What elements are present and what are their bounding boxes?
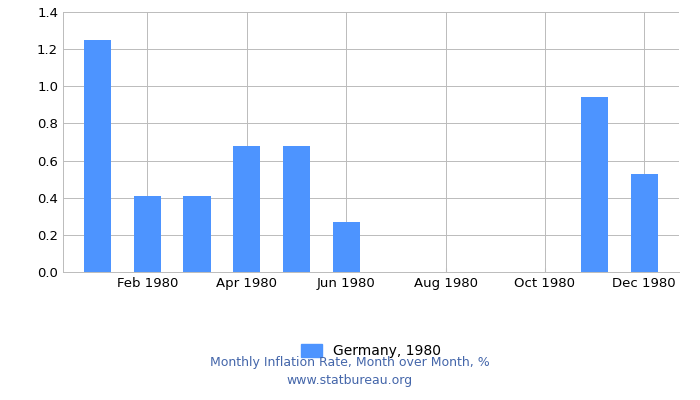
Bar [84,40,111,272]
Bar [332,222,360,272]
Bar [183,196,211,272]
Text: Monthly Inflation Rate, Month over Month, %: Monthly Inflation Rate, Month over Month… [210,356,490,369]
Bar [283,146,310,272]
Text: www.statbureau.org: www.statbureau.org [287,374,413,387]
Bar [581,98,608,272]
Bar [631,174,658,272]
Bar [233,146,260,272]
Bar [134,196,161,272]
Legend: Germany, 1980: Germany, 1980 [295,339,447,364]
